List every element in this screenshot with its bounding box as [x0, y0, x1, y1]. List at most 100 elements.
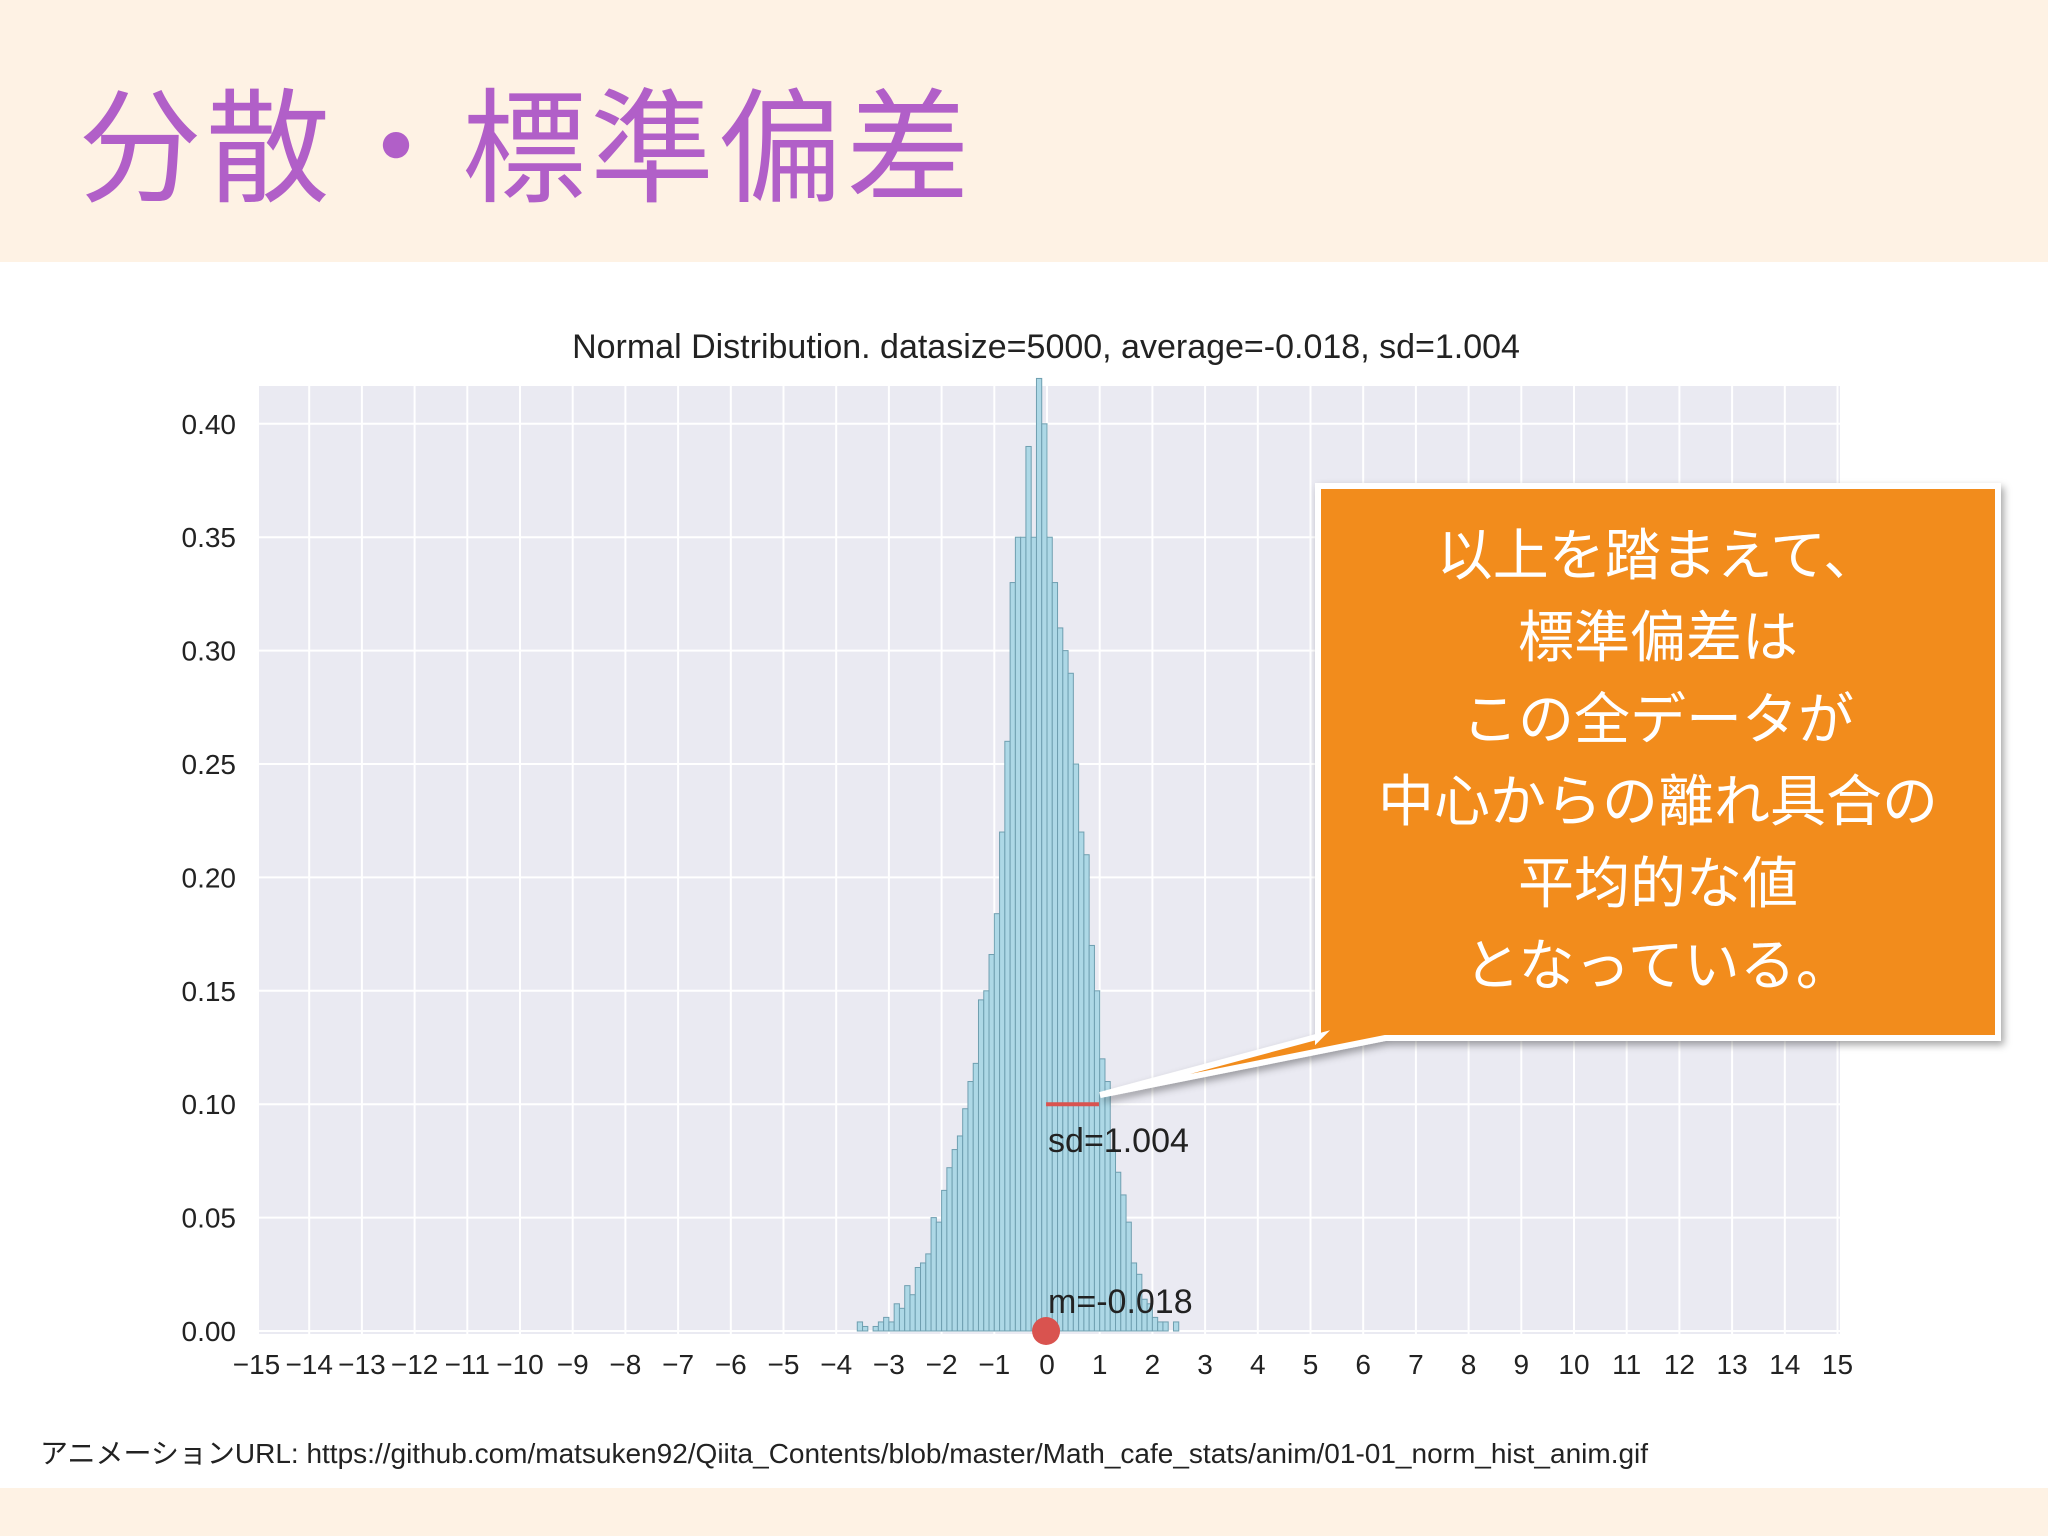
- histogram-bar: [962, 1108, 969, 1332]
- mean-marker: [1032, 1317, 1061, 1345]
- histogram-bar: [1014, 536, 1022, 1332]
- x-tick-label: 9: [1514, 1349, 1530, 1380]
- x-tick-label: 14: [1769, 1349, 1800, 1380]
- histogram-bar: [893, 1303, 900, 1332]
- histogram-bar: [977, 999, 985, 1332]
- x-tick-label: −7: [662, 1349, 694, 1380]
- histogram-bar: [877, 1321, 885, 1332]
- histogram-bar: [999, 831, 1006, 1332]
- histogram-bar: [925, 1253, 932, 1332]
- x-tick-label: 11: [1612, 1349, 1641, 1380]
- histogram-bar: [956, 1135, 964, 1332]
- histogram-bar: [972, 1062, 979, 1332]
- x-tick-label: 8: [1461, 1349, 1477, 1380]
- callout-text: 以上を踏まえて、 標準偏差は この全データが 中心からの離れ具合の 平均的な値 …: [1378, 524, 1938, 999]
- x-tick-label: 0: [1039, 1349, 1055, 1380]
- x-tick-label: −2: [926, 1349, 958, 1380]
- annotations: sd=1.004 m=-0.018: [1032, 1102, 1193, 1345]
- x-tick-label: 13: [1717, 1349, 1748, 1380]
- histogram-bar: [1051, 582, 1059, 1332]
- x-tick-label: −6: [715, 1349, 747, 1380]
- histogram-bar: [1020, 536, 1027, 1332]
- histogram-bar: [904, 1285, 911, 1332]
- x-tick-label: −4: [820, 1349, 852, 1380]
- histogram-bar: [920, 1262, 927, 1332]
- histogram-bar: [967, 1081, 974, 1332]
- histogram-bar: [988, 954, 995, 1332]
- x-tick-label: 10: [1558, 1349, 1589, 1380]
- histogram-bar: [1030, 536, 1037, 1332]
- x-tick-label: 6: [1355, 1349, 1371, 1380]
- chart-title: Normal Distribution. datasize=5000, aver…: [572, 328, 1520, 366]
- y-tick-label: 0.40: [182, 409, 237, 440]
- y-tick-label: 0.20: [182, 862, 237, 893]
- histogram-bar: [1083, 854, 1090, 1332]
- x-tick-label: 3: [1197, 1349, 1213, 1380]
- histogram-bar: [1067, 672, 1074, 1332]
- histogram-bar: [1041, 423, 1048, 1332]
- y-tick-label: 0.35: [182, 522, 237, 553]
- histogram-bar: [1062, 650, 1069, 1332]
- histogram-bar: [1004, 740, 1011, 1332]
- histogram-bar: [1009, 582, 1016, 1332]
- x-tick-label: −10: [496, 1349, 544, 1380]
- x-tick-label: 15: [1822, 1349, 1853, 1380]
- x-tick-label: 5: [1303, 1349, 1319, 1380]
- histogram-bars: [856, 377, 1180, 1332]
- histogram-bar: [941, 1189, 948, 1332]
- histogram-bar: [1057, 627, 1064, 1332]
- x-tick-label: 1: [1092, 1349, 1108, 1380]
- histogram-bar: [1093, 990, 1101, 1332]
- mean-label: m=-0.018: [1048, 1283, 1193, 1321]
- y-tick-label: 0.15: [182, 976, 237, 1007]
- x-tick-label: −14: [285, 1349, 333, 1380]
- y-tick-label: 0.05: [182, 1203, 237, 1234]
- x-tick-label: 4: [1250, 1349, 1266, 1380]
- x-tick-label: −12: [391, 1349, 439, 1380]
- source-url: アニメーションURL: https://github.com/matsuken9…: [40, 1438, 1649, 1469]
- histogram-bar: [883, 1316, 890, 1332]
- histogram-bar: [898, 1307, 906, 1332]
- y-tick-labels: 0.00 0.05 0.10 0.15 0.20 0.25 0.30 0.35 0.40: [182, 409, 237, 1347]
- histogram-bar: [1072, 763, 1080, 1332]
- x-tick-label: −13: [338, 1349, 386, 1380]
- histogram-bar: [1157, 1321, 1164, 1332]
- x-tick-label: −5: [768, 1349, 800, 1380]
- histogram-bar: [914, 1266, 922, 1332]
- callout-box: 以上を踏まえて、 標準偏差は この全データが 中心からの離れ具合の 平均的な値 …: [1318, 486, 1998, 1038]
- histogram-bar: [946, 1167, 953, 1332]
- x-tick-label: −1: [978, 1349, 1010, 1380]
- footer-band: [0, 1488, 2048, 1536]
- histogram-bar: [856, 1321, 864, 1332]
- histogram-bar: [1035, 377, 1043, 1332]
- x-tick-label: −9: [557, 1349, 589, 1380]
- x-tick-labels: −15 −14 −13 −12 −11 −10 −9 −8 −7 −6 −5 −4 −3 −2 −1 0 1 2 3…: [233, 1349, 1853, 1380]
- y-tick-label: 0.10: [182, 1089, 237, 1120]
- x-tick-label: 2: [1145, 1349, 1161, 1380]
- x-tick-label: −3: [873, 1349, 905, 1380]
- histogram-bar: [872, 1325, 879, 1332]
- histogram-bar: [909, 1294, 916, 1332]
- histogram-bar: [993, 913, 1001, 1332]
- y-tick-label: 0.30: [182, 636, 237, 667]
- histogram-bar: [1172, 1321, 1180, 1332]
- x-tick-label: −15: [233, 1349, 281, 1380]
- histogram-bar: [951, 1149, 958, 1332]
- title-band: 分散・標準偏差: [0, 0, 2048, 262]
- histogram-bar: [1046, 536, 1053, 1332]
- y-tick-label: 0.25: [182, 749, 237, 780]
- sd-label: sd=1.004: [1048, 1122, 1189, 1160]
- x-tick-label: −11: [445, 1349, 490, 1380]
- histogram-bar: [888, 1321, 895, 1332]
- histogram-bar: [930, 1217, 937, 1332]
- x-tick-label: 12: [1664, 1349, 1695, 1380]
- slide-title: 分散・標準偏差: [78, 78, 975, 222]
- y-tick-label: 0.00: [182, 1316, 237, 1347]
- histogram-bar: [983, 990, 990, 1332]
- histogram-bar: [862, 1325, 869, 1332]
- histogram-bar: [935, 1221, 943, 1332]
- x-tick-label: 7: [1408, 1349, 1424, 1380]
- x-tick-label: −8: [609, 1349, 641, 1380]
- histogram-bar: [1162, 1321, 1169, 1332]
- histogram-bar: [1025, 445, 1032, 1332]
